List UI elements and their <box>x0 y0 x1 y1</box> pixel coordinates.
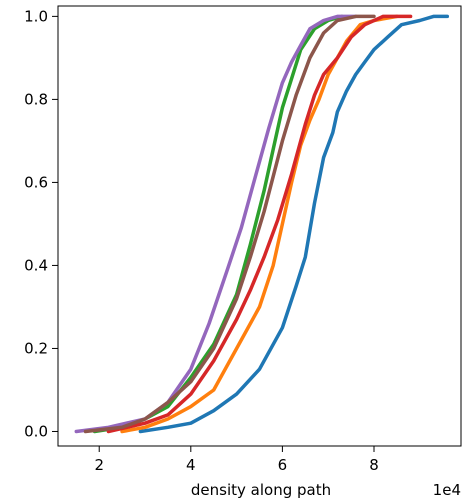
y-tick-label: 0.4 <box>24 256 48 274</box>
x-tick-label: 4 <box>186 456 196 474</box>
series-line-4 <box>106 14 413 434</box>
series-line-1 <box>138 14 450 434</box>
x-tick-label: 2 <box>94 456 104 474</box>
series-line-3 <box>92 14 344 434</box>
plot-frame <box>57 5 462 447</box>
series-line-5 <box>74 14 358 434</box>
y-tick-label: 0.6 <box>24 173 48 191</box>
x-tick-label: 6 <box>278 456 288 474</box>
y-tick-label: 0.0 <box>24 422 48 440</box>
x-axis-ticks: 2 4 6 8 <box>94 446 379 474</box>
x-axis-label: density along path <box>191 481 331 499</box>
y-tick-label: 1.0 <box>24 7 48 25</box>
y-axis-ticks: 0.0 0.2 0.4 0.6 0.8 1.0 <box>24 7 58 440</box>
series-layer <box>74 14 450 434</box>
y-tick-label: 0.8 <box>24 90 48 108</box>
y-tick-label: 0.2 <box>24 339 48 357</box>
series-line-6 <box>83 14 376 434</box>
x-tick-label: 8 <box>369 456 379 474</box>
x-scale-exponent: 1e4 <box>433 481 461 499</box>
